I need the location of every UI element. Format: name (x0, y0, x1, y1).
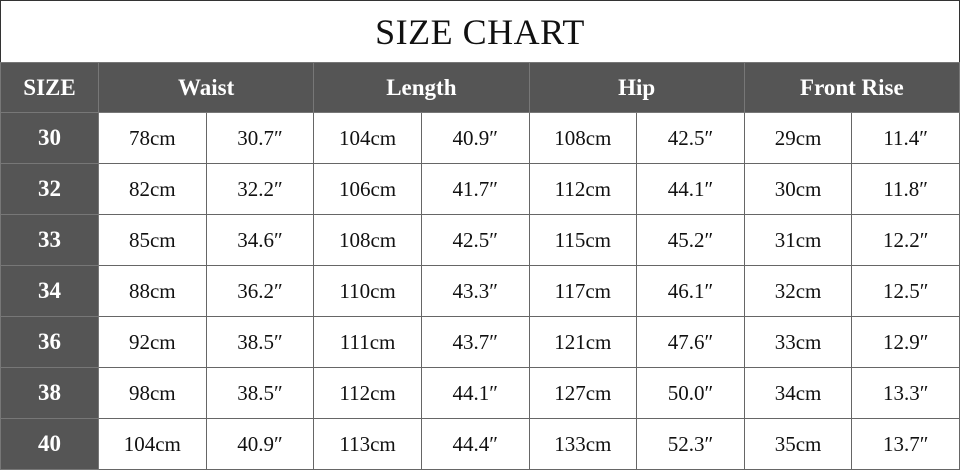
header-row: SIZE Waist Length Hip Front Rise (0, 62, 960, 113)
hip-in-cell: 50.0″ (636, 367, 745, 419)
waist-cm-cell: 88cm (98, 265, 207, 317)
length-in-cell: 40.9″ (420, 112, 530, 164)
front-rise-in-cell: 11.8″ (851, 163, 960, 215)
waist-in-cell: 36.2″ (205, 265, 315, 317)
hip-in-cell: 42.5″ (636, 112, 745, 164)
front-rise-cm-cell: 32cm (743, 265, 853, 317)
hip-cm-cell: 112cm (528, 163, 638, 215)
length-in-cell: 41.7″ (420, 163, 530, 215)
table-row: 32 82cm 32.2″ 106cm 41.7″ 112cm 44.1″ 30cm 11.8″ (0, 163, 960, 215)
waist-cm-cell: 78cm (98, 112, 207, 164)
size-cell: 32 (0, 163, 99, 215)
size-cell: 38 (0, 367, 99, 419)
waist-in-cell: 38.5″ (205, 367, 315, 419)
front-rise-cm-cell: 34cm (743, 367, 853, 419)
front-rise-cm-cell: 35cm (743, 418, 853, 470)
table-row: 36 92cm 38.5″ 111cm 43.7″ 121cm 47.6″ 33cm 12.9″ (0, 316, 960, 368)
table-row: 34 88cm 36.2″ 110cm 43.3″ 117cm 46.1″ 32cm 12.5″ (0, 265, 960, 317)
size-cell: 40 (0, 418, 99, 470)
hip-in-cell: 44.1″ (636, 163, 745, 215)
size-chart-title: SIZE CHART (0, 0, 960, 62)
length-in-cell: 42.5″ (420, 214, 530, 266)
length-cm-cell: 110cm (313, 265, 422, 317)
waist-cm-cell: 85cm (98, 214, 207, 266)
front-rise-in-cell: 12.2″ (851, 214, 960, 266)
waist-cm-cell: 92cm (98, 316, 207, 368)
front-rise-in-cell: 11.4″ (851, 112, 960, 164)
waist-in-cell: 30.7″ (205, 112, 315, 164)
waist-in-cell: 32.2″ (205, 163, 315, 215)
hip-in-cell: 46.1″ (636, 265, 745, 317)
table-row: 38 98cm 38.5″ 112cm 44.1″ 127cm 50.0″ 34cm 13.3″ (0, 367, 960, 419)
hip-cm-cell: 115cm (528, 214, 638, 266)
hip-cm-cell: 127cm (528, 367, 638, 419)
hip-cm-cell: 117cm (528, 265, 638, 317)
header-length: Length (313, 62, 530, 113)
size-cell: 36 (0, 316, 99, 368)
header-hip: Hip (528, 62, 745, 113)
waist-cm-cell: 98cm (98, 367, 207, 419)
hip-cm-cell: 121cm (528, 316, 638, 368)
length-cm-cell: 104cm (313, 112, 422, 164)
hip-in-cell: 45.2″ (636, 214, 745, 266)
length-cm-cell: 113cm (313, 418, 422, 470)
size-chart-table: SIZE Waist Length Hip Front Rise 30 78cm 3… (0, 62, 960, 470)
waist-in-cell: 40.9″ (205, 418, 315, 470)
length-in-cell: 44.1″ (420, 367, 530, 419)
hip-in-cell: 52.3″ (636, 418, 745, 470)
front-rise-cm-cell: 31cm (743, 214, 853, 266)
hip-in-cell: 47.6″ (636, 316, 745, 368)
length-cm-cell: 108cm (313, 214, 422, 266)
front-rise-in-cell: 12.5″ (851, 265, 960, 317)
length-cm-cell: 112cm (313, 367, 422, 419)
header-waist: Waist (97, 62, 315, 113)
waist-in-cell: 34.6″ (205, 214, 315, 266)
header-front-rise: Front Rise (743, 62, 960, 113)
waist-cm-cell: 82cm (98, 163, 207, 215)
size-cell: 33 (0, 214, 99, 266)
size-cell: 34 (0, 265, 99, 317)
length-in-cell: 43.7″ (420, 316, 530, 368)
header-size: SIZE (0, 62, 99, 113)
length-in-cell: 44.4″ (420, 418, 530, 470)
size-cell: 30 (0, 112, 99, 164)
front-rise-in-cell: 12.9″ (851, 316, 960, 368)
waist-cm-cell: 104cm (98, 418, 207, 470)
front-rise-in-cell: 13.3″ (851, 367, 960, 419)
table-row: 33 85cm 34.6″ 108cm 42.5″ 115cm 45.2″ 31cm 12.2″ (0, 214, 960, 266)
waist-in-cell: 38.5″ (205, 316, 315, 368)
front-rise-cm-cell: 29cm (743, 112, 853, 164)
front-rise-cm-cell: 33cm (743, 316, 853, 368)
length-cm-cell: 106cm (313, 163, 422, 215)
hip-cm-cell: 133cm (528, 418, 638, 470)
hip-cm-cell: 108cm (528, 112, 638, 164)
table-row: 40 104cm 40.9″ 113cm 44.4″ 133cm 52.3″ 35cm 13.7… (0, 418, 960, 470)
length-cm-cell: 111cm (313, 316, 422, 368)
table-row: 30 78cm 30.7″ 104cm 40.9″ 108cm 42.5″ 29cm 11.4″ (0, 112, 960, 164)
front-rise-in-cell: 13.7″ (851, 418, 960, 470)
front-rise-cm-cell: 30cm (743, 163, 853, 215)
length-in-cell: 43.3″ (420, 265, 530, 317)
